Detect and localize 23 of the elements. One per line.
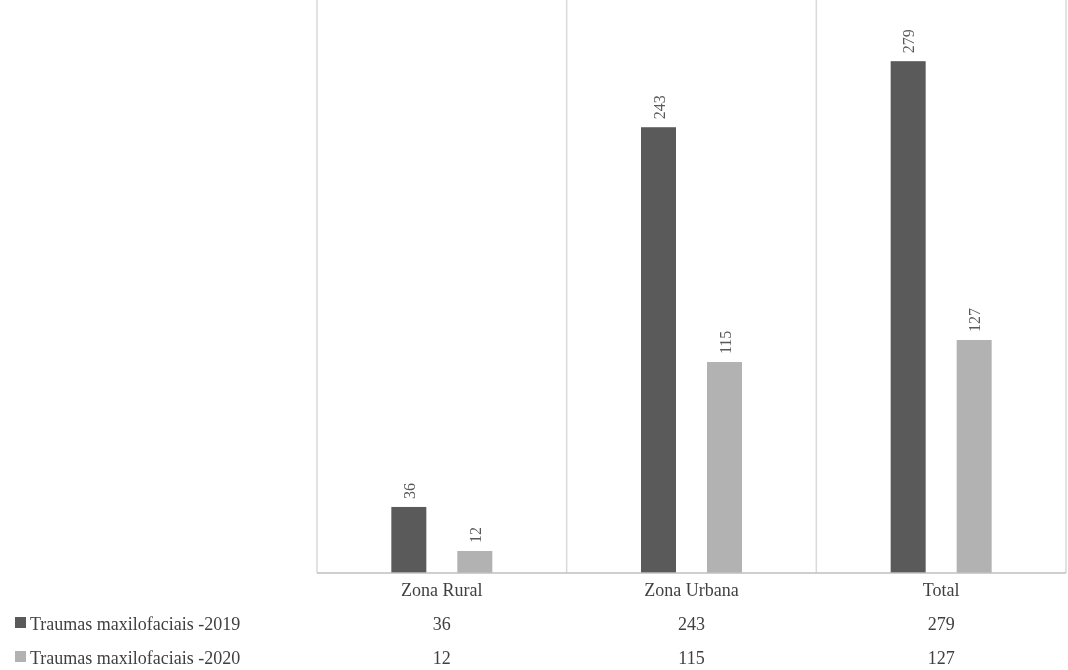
bar	[641, 127, 676, 573]
text: 12	[432, 648, 451, 668]
data-label: 127	[966, 308, 984, 333]
bar	[956, 340, 992, 573]
text: 127	[927, 648, 955, 668]
bar	[457, 550, 493, 573]
bar	[707, 362, 742, 573]
data-label: 115	[716, 330, 734, 355]
bar	[890, 61, 926, 573]
data-label: 12	[466, 526, 484, 543]
data-label: 36	[400, 482, 418, 499]
text: 115	[678, 648, 705, 668]
text: 36	[432, 614, 451, 634]
legend-label: Traumas maxilofaciais -2020	[30, 648, 241, 668]
text: 243	[678, 614, 705, 634]
legend-label: Traumas maxilofaciais -2019	[30, 614, 241, 634]
x-tick-label: Total	[922, 580, 960, 600]
x-tick-label: Zona Rural	[401, 580, 483, 600]
bar	[391, 506, 427, 573]
data-label: 243	[650, 95, 668, 120]
x-tick-label: Zona Urbana	[644, 580, 739, 600]
data-label: 279	[900, 29, 918, 54]
text: 279	[927, 614, 955, 634]
